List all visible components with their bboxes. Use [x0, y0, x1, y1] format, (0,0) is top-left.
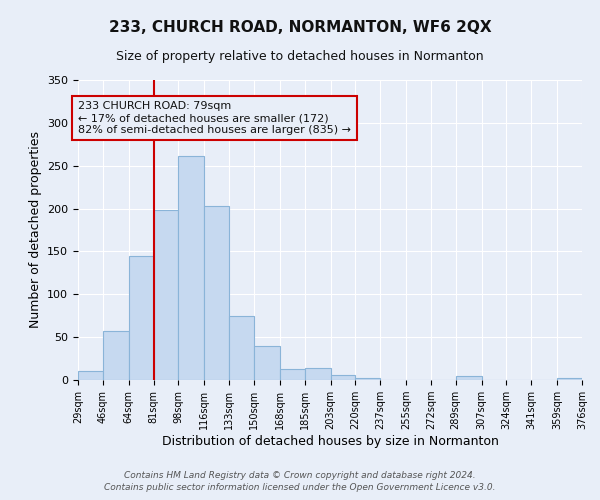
Bar: [557, 378, 582, 380]
Bar: [455, 376, 482, 380]
Bar: [355, 378, 380, 380]
Text: Contains public sector information licensed under the Open Government Licence v3: Contains public sector information licen…: [104, 484, 496, 492]
Bar: [103, 331, 129, 380]
Bar: [129, 256, 154, 380]
Bar: [305, 368, 331, 380]
Bar: [205, 206, 229, 380]
Bar: [254, 346, 280, 380]
Bar: [78, 372, 103, 380]
Y-axis label: Number of detached properties: Number of detached properties: [29, 132, 41, 328]
X-axis label: Distribution of detached houses by size in Normanton: Distribution of detached houses by size …: [161, 435, 499, 448]
Text: Contains HM Land Registry data © Crown copyright and database right 2024.: Contains HM Land Registry data © Crown c…: [124, 471, 476, 480]
Text: 233, CHURCH ROAD, NORMANTON, WF6 2QX: 233, CHURCH ROAD, NORMANTON, WF6 2QX: [109, 20, 491, 35]
Text: Size of property relative to detached houses in Normanton: Size of property relative to detached ho…: [116, 50, 484, 63]
Bar: [280, 369, 305, 380]
Bar: [178, 156, 205, 380]
Bar: [331, 375, 355, 380]
Bar: [154, 210, 178, 380]
Bar: [229, 316, 254, 380]
Text: 233 CHURCH ROAD: 79sqm
← 17% of detached houses are smaller (172)
82% of semi-de: 233 CHURCH ROAD: 79sqm ← 17% of detached…: [78, 102, 351, 134]
